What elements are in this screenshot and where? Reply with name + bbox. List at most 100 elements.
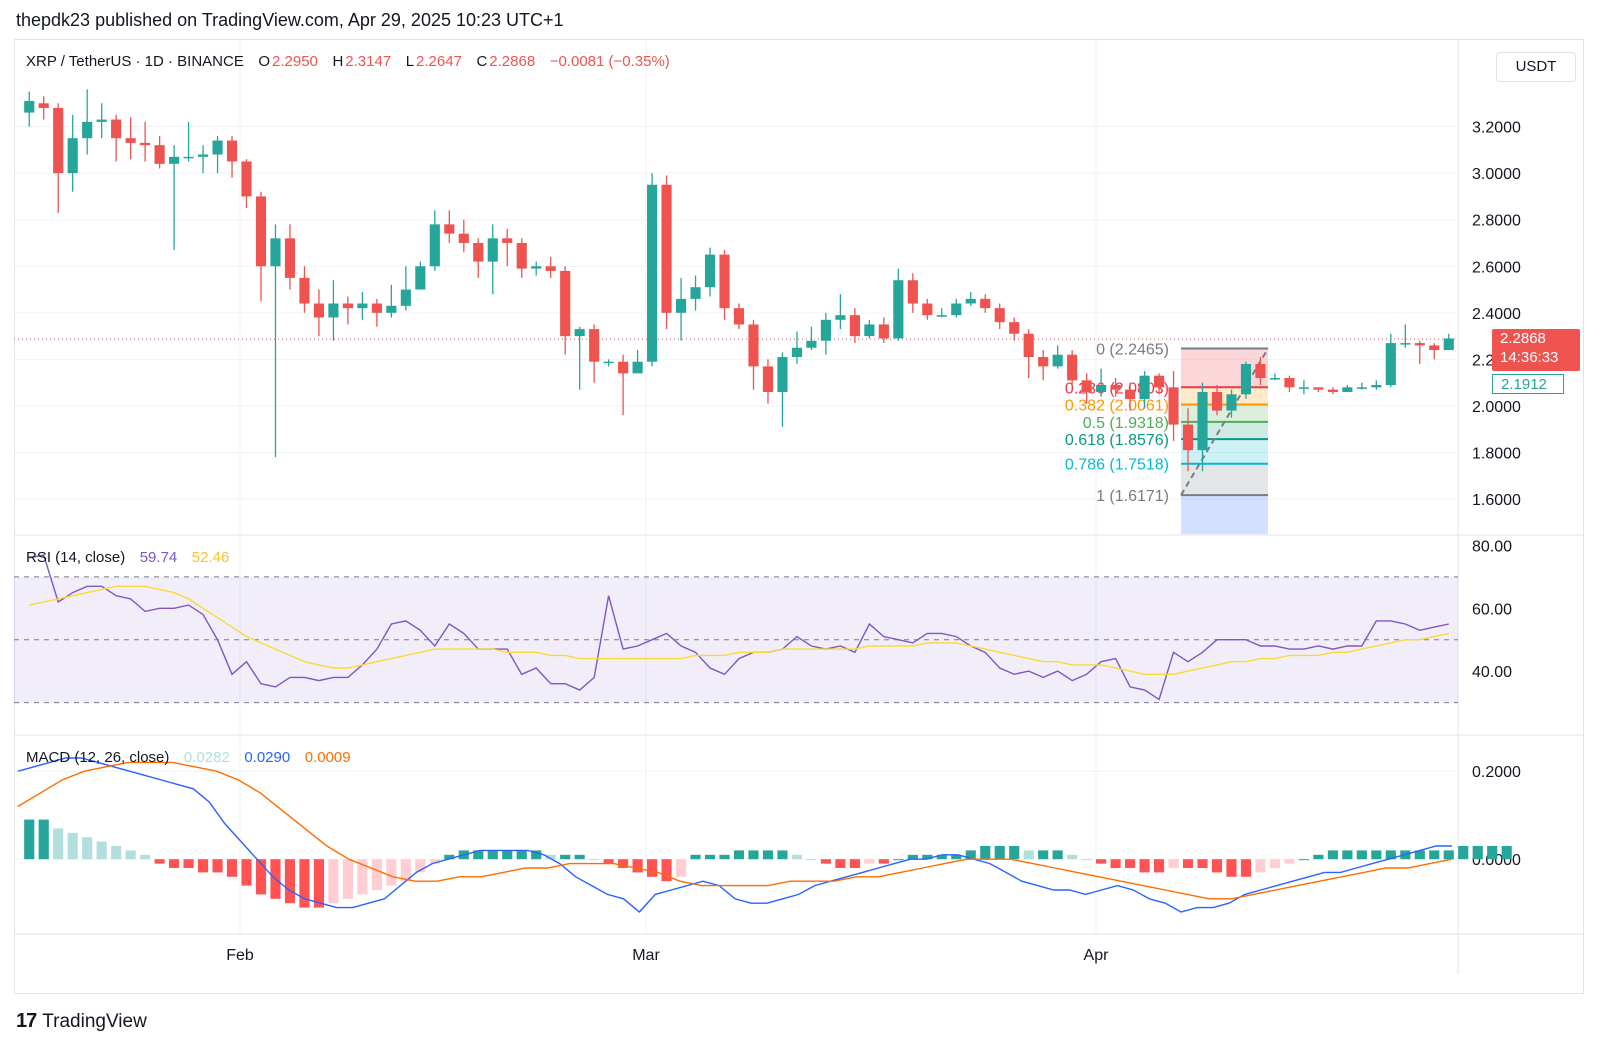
- candle-body: [1429, 345, 1440, 351]
- fib-zone: [1181, 439, 1268, 464]
- symbol-name: XRP / TetherUS · 1D · BINANCE: [26, 53, 244, 70]
- rsi-line: [29, 554, 1449, 701]
- candle-body: [357, 303, 368, 309]
- candle-body: [907, 280, 918, 304]
- macd-histogram-bar: [1472, 846, 1483, 860]
- macd-histogram-bar: [444, 854, 455, 860]
- currency-button[interactable]: USDT: [1496, 52, 1576, 82]
- candle-body: [893, 280, 904, 339]
- candle-body: [1284, 378, 1295, 388]
- macd-histogram-bar: [154, 859, 165, 864]
- fib-level-label: 1 (1.6171): [1096, 488, 1169, 505]
- candle-body: [1110, 384, 1121, 390]
- macd-histogram-bar: [632, 859, 643, 873]
- macd-histogram-bar: [849, 859, 860, 868]
- open-value: 2.2950: [272, 53, 318, 70]
- candle-body: [1371, 384, 1382, 388]
- candle-body: [965, 298, 976, 304]
- candle-body: [618, 361, 629, 374]
- macd-histogram-bar: [1226, 859, 1237, 877]
- candle-body: [1443, 338, 1454, 351]
- macd-histogram-bar: [574, 854, 585, 860]
- macd-histogram-bar: [936, 854, 947, 860]
- candle-body: [531, 266, 542, 269]
- candle-body: [806, 340, 817, 348]
- candle-body: [994, 308, 1005, 323]
- macd-histogram-bar: [1371, 850, 1382, 860]
- price-tick-label: 2.4000: [1472, 306, 1521, 323]
- macd-histogram-bar: [125, 850, 136, 860]
- rsi-tick-label: 60.00: [1472, 601, 1512, 618]
- candle-body: [1414, 343, 1425, 346]
- macd-histogram-bar: [1067, 854, 1078, 860]
- macd-tick-label: 0.2000: [1472, 764, 1521, 781]
- macd-line: [17, 757, 1452, 913]
- candle-body: [444, 224, 455, 234]
- candle-body: [1313, 387, 1324, 390]
- macd-histogram-bar: [1125, 859, 1136, 868]
- price-tick-label: 1.8000: [1472, 446, 1521, 463]
- candle-body: [1400, 343, 1411, 345]
- chart-frame[interactable]: [14, 39, 1584, 994]
- macd-histogram-bar: [907, 854, 918, 860]
- candle-body: [704, 254, 716, 288]
- macd-histogram-bar: [1211, 859, 1223, 873]
- macd-histogram-bar: [980, 846, 991, 860]
- candle-body: [212, 140, 223, 155]
- candle-body: [487, 238, 498, 262]
- candle-body: [1211, 391, 1223, 411]
- candle-body: [38, 103, 49, 108]
- candle-body: [545, 266, 556, 271]
- candle-body: [140, 142, 151, 146]
- candle-body: [241, 161, 252, 197]
- macd-histogram-bar: [169, 859, 180, 868]
- macd-histogram-bar: [1153, 859, 1165, 873]
- candle-body: [936, 315, 947, 317]
- macd-value: 0.0290: [244, 749, 291, 766]
- macd-histogram-bar: [545, 854, 556, 860]
- candle-body: [24, 100, 35, 113]
- macd-histogram-bar: [226, 859, 238, 877]
- macd-histogram-bar: [719, 854, 730, 860]
- macd-histogram-bar: [1269, 859, 1281, 868]
- macd-histogram-bar: [733, 850, 745, 860]
- candle-body: [1009, 322, 1020, 334]
- price-tick-label: 2.8000: [1472, 213, 1521, 230]
- macd-histogram-bar: [864, 859, 875, 864]
- macd-histogram-bar: [675, 859, 687, 877]
- macd-histogram-bar: [1197, 859, 1208, 868]
- macd-histogram-bar: [791, 854, 803, 860]
- macd-histogram-bar: [835, 859, 846, 868]
- candle-body: [183, 156, 194, 159]
- macd-histogram-bar: [241, 859, 252, 886]
- macd-histogram-bar: [82, 837, 93, 860]
- rsi-tick-label: 40.00: [1472, 664, 1512, 681]
- macd-histogram-bar: [1501, 846, 1512, 860]
- candle-body: [1298, 387, 1309, 389]
- macd-histogram-bar: [1255, 859, 1266, 873]
- candle-body: [878, 324, 889, 339]
- macd-histogram-bar: [603, 859, 614, 864]
- macd-histogram-bar: [299, 859, 310, 908]
- close-label: C: [476, 53, 488, 70]
- macd-histogram-bar: [1096, 859, 1107, 864]
- macd-histogram-bar: [183, 859, 194, 868]
- macd-histogram-bar: [1110, 859, 1121, 868]
- rsi-legend: RSI (14, close) 59.74 52.46: [26, 549, 231, 566]
- macd-histogram-bar: [429, 859, 440, 864]
- candle-body: [313, 303, 325, 318]
- rsi-tick-label: 80.00: [1472, 538, 1512, 555]
- macd-histogram-bar: [1081, 859, 1092, 861]
- candle-body: [980, 298, 991, 309]
- fib-zone: [1181, 387, 1268, 405]
- candle-body: [125, 138, 136, 143]
- macd-legend: MACD (12, 26, close) 0.0282 0.0290 0.000…: [26, 749, 353, 766]
- macd-histogram-bar: [618, 859, 629, 868]
- macd-histogram-bar: [531, 850, 542, 860]
- macd-histogram-bar: [704, 854, 716, 860]
- macd-histogram-bar: [1298, 859, 1309, 861]
- publisher-header: thepdk23 published on TradingView.com, A…: [16, 10, 564, 30]
- macd-histogram-bar: [647, 859, 658, 877]
- macd-histogram-bar: [111, 846, 122, 860]
